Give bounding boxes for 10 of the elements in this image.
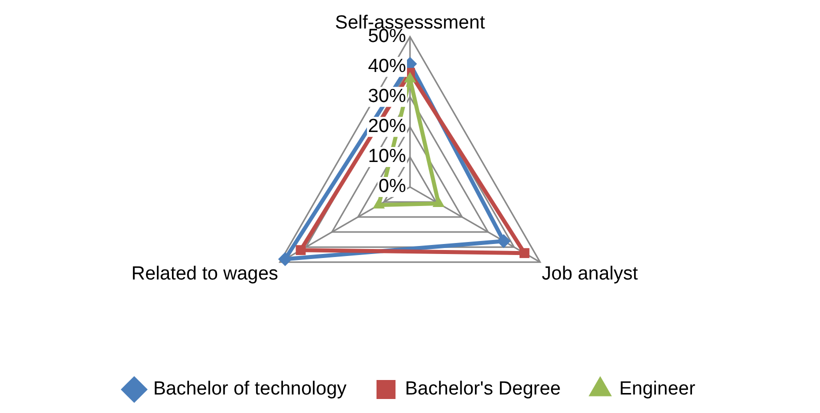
- spoke-label: Related to wages: [131, 264, 278, 285]
- y-tick-label: 30%: [368, 86, 406, 108]
- legend-label: Bachelor's Degree: [405, 378, 561, 400]
- y-tick-label: 20%: [368, 116, 406, 138]
- legend-label: Bachelor of technology: [153, 378, 348, 400]
- legend-label: Engineer: [619, 378, 696, 400]
- y-tick-label: 40%: [368, 56, 406, 78]
- y-tick-label: 10%: [368, 146, 406, 168]
- y-tick-label: 0%: [378, 176, 406, 198]
- spoke-label: Job analyst: [542, 264, 639, 285]
